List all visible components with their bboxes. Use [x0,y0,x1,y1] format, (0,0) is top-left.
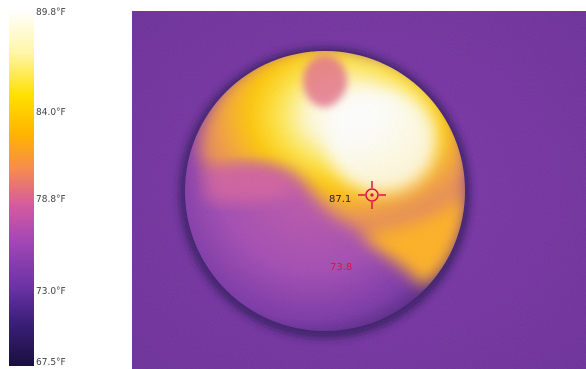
crosshair-icon [358,181,386,209]
noise-overlay [132,11,586,369]
scale-tick-2: 84.0°F [36,107,66,119]
scale-tick-3: 78.8°F [36,194,66,206]
scale-tick-max: 89.8°F [36,7,66,19]
temperature-scale-bar [9,10,34,366]
thermal-image-canvas [132,11,586,369]
scale-tick-4: 73.0°F [36,286,66,298]
spot-temperature-readout: 73.8 [330,262,353,273]
scale-tick-min: 67.5°F [36,357,66,369]
center-temperature-readout: 87.1 [329,194,352,205]
thermal-image[interactable] [132,11,586,369]
